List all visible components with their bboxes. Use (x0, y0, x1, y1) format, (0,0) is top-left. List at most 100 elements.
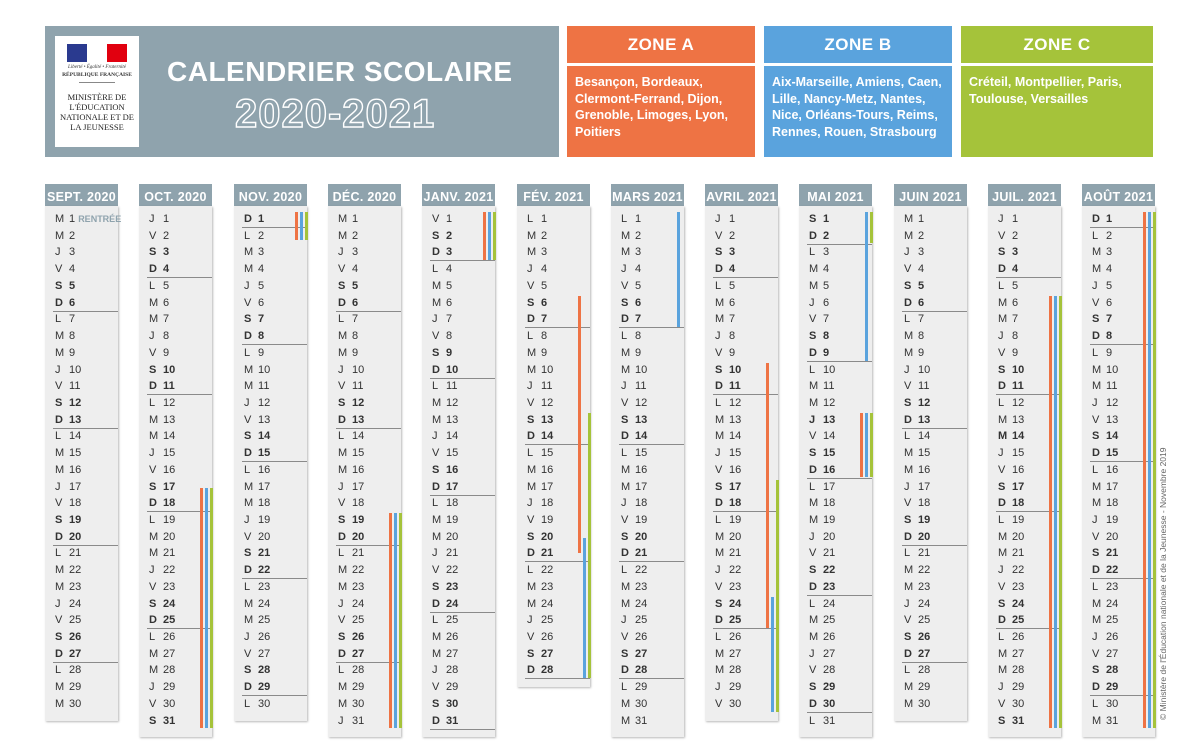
day-row: L 30 (1092, 697, 1118, 711)
weekday-letter: M (904, 346, 914, 359)
day-number: 1 (1009, 213, 1019, 225)
day-row: L 7 (904, 312, 924, 326)
weekday-letter: M (244, 380, 254, 393)
weekday-letter: S (527, 413, 535, 426)
weekday-letter: L (432, 614, 439, 627)
day-number: 16 (66, 463, 82, 476)
day-number: 6 (632, 296, 642, 309)
day-row: M 21 (715, 546, 741, 560)
day-row: L 12 (998, 396, 1024, 410)
day-number: 8 (349, 330, 359, 342)
weekday-letter: M (715, 530, 725, 543)
weekday-letter: L (527, 447, 534, 460)
day-number: 27 (726, 647, 742, 660)
holiday-bar-zone-a (1049, 295, 1052, 729)
weekday-letter: J (527, 497, 533, 510)
day-number: 1 (1103, 213, 1113, 225)
weekday-letter: M (998, 547, 1008, 560)
day-number: 2 (1009, 229, 1019, 242)
weekday-letter: V (527, 631, 535, 643)
sunday-separator (996, 628, 1061, 630)
day-row: D 8 (1092, 329, 1112, 343)
day-row: L 26 (998, 630, 1024, 644)
day-row: M 11 (1092, 379, 1117, 393)
day-number: 8 (726, 330, 736, 342)
day-row: L 9 (1092, 346, 1112, 360)
weekday-letter: J (621, 497, 627, 510)
day-row: M 27 (715, 647, 741, 661)
day-row: M 2 (55, 229, 75, 243)
weekday-letter: M (432, 631, 442, 643)
day-number: 26 (349, 631, 365, 643)
day-row: L 7 (338, 312, 358, 326)
weekday-letter: J (809, 647, 815, 660)
day-number: 15 (726, 447, 742, 460)
weekday-letter: M (715, 296, 725, 309)
sunday-separator (147, 394, 212, 396)
weekday-letter: V (244, 647, 252, 660)
day-row: D 24 (432, 597, 458, 611)
day-number: 28 (632, 664, 648, 677)
day-number: 14 (632, 430, 648, 443)
day-row: S 20 (621, 530, 647, 544)
day-row: M 15 (338, 446, 364, 460)
day-row: L 29 (621, 680, 647, 694)
sunday-separator (807, 477, 872, 479)
day-row: S 13 (621, 413, 647, 427)
day-row: M 11 (244, 379, 269, 393)
weekday-letter: S (809, 330, 817, 342)
weekday-letter: L (998, 279, 1005, 292)
day-row: L 8 (527, 329, 547, 343)
day-number: 9 (1103, 346, 1113, 359)
day-row: J 20 (809, 530, 835, 544)
weekday-letter: M (149, 547, 159, 560)
day-row: J 6 (809, 296, 829, 310)
day-row: M 16 (55, 463, 81, 477)
weekday-letter: D (527, 664, 535, 677)
sunday-separator (619, 327, 684, 329)
day-number: 14 (66, 430, 82, 443)
day-number: 6 (538, 296, 548, 309)
day-number: 4 (820, 263, 830, 276)
day-number: 17 (820, 480, 836, 493)
weekday-letter: D (149, 263, 157, 276)
day-row: D 1 (1092, 212, 1112, 226)
holiday-bar-zone-b (1148, 212, 1151, 729)
day-row: L 2 (1092, 229, 1112, 243)
weekday-letter: S (55, 396, 63, 409)
day-number: 9 (538, 346, 548, 359)
day-row: V 2 (715, 229, 735, 243)
day-row: L 22 (621, 563, 647, 577)
day-row: M 9 (527, 346, 547, 360)
day-row: D 4 (715, 262, 735, 276)
day-row: D 17 (432, 480, 458, 494)
day-row: M 28 (998, 663, 1024, 677)
weekday-letter: S (904, 279, 912, 292)
day-row: M 31 (621, 714, 647, 728)
day-number: 27 (820, 647, 836, 660)
weekday-letter: M (55, 697, 65, 710)
day-row: L 21 (904, 546, 930, 560)
day-row: S 21 (1092, 546, 1118, 560)
sunday-separator (902, 661, 967, 663)
weekday-letter: M (621, 246, 631, 259)
weekday-letter: J (149, 564, 155, 577)
weekday-letter: M (715, 664, 725, 677)
day-row: L 26 (149, 630, 175, 644)
day-number: 10 (1009, 363, 1025, 376)
day-row: M 26 (809, 630, 835, 644)
day-number: 8 (66, 330, 76, 342)
day-row: M 30 (55, 697, 81, 711)
day-number: 18 (726, 497, 742, 510)
weekday-letter: L (809, 480, 816, 493)
day-row: M 18 (809, 496, 835, 510)
day-number: 20 (349, 530, 365, 543)
weekday-letter: L (338, 547, 345, 560)
day-number: 3 (160, 246, 170, 259)
weekday-letter: D (904, 413, 912, 426)
day-row: S 12 (338, 396, 364, 410)
day-number: 5 (726, 279, 736, 292)
day-number: 2 (726, 229, 736, 242)
day-number: 7 (443, 313, 453, 326)
day-number: 11 (726, 380, 741, 393)
